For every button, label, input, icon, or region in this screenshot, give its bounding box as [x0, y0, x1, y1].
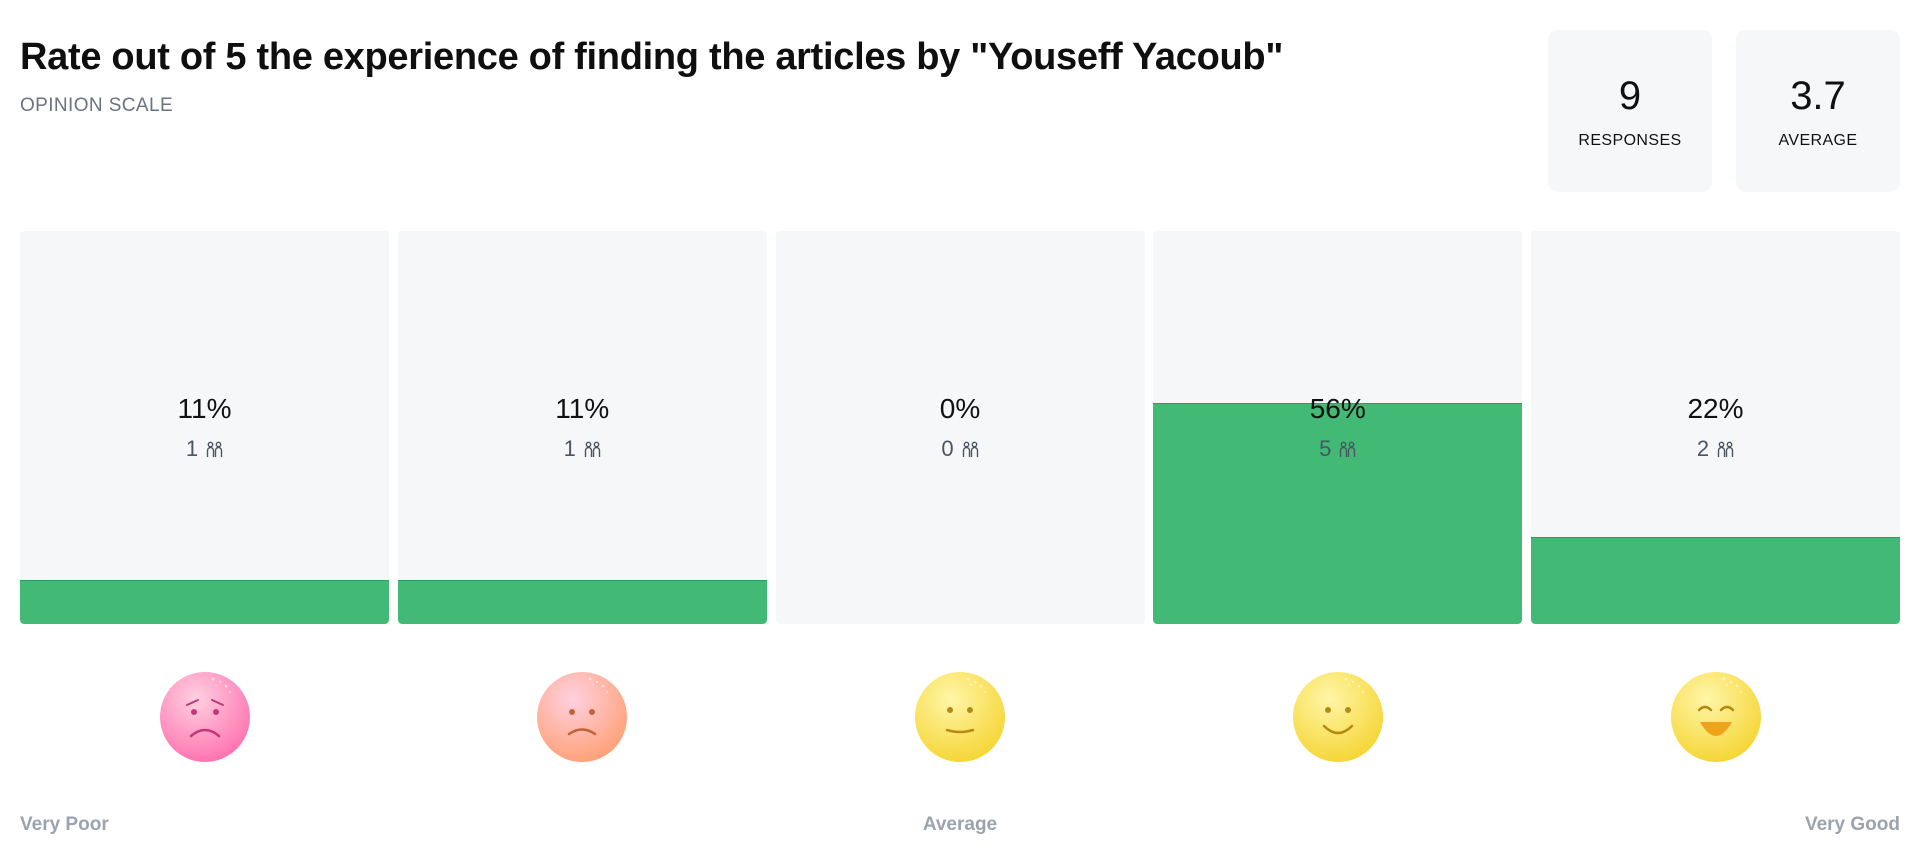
bar-count-value: 1 — [563, 436, 576, 461]
bar-1: 11% 1 — [20, 231, 389, 624]
bar-count-value: 0 — [941, 436, 954, 461]
bar-percentage-label: 11% — [177, 393, 232, 424]
scale-label-average: Average — [922, 814, 998, 835]
average-value: 3.7 — [1790, 74, 1846, 118]
bar-3: 0% 0 — [775, 231, 1145, 624]
responses-card: 9 RESPONSES — [1548, 30, 1712, 192]
bar-fill — [20, 579, 389, 624]
responses-label: RESPONSES — [1578, 132, 1682, 149]
people-icon — [206, 441, 223, 457]
people-icon — [1340, 441, 1356, 457]
bar-fill — [1531, 536, 1900, 624]
bar-fill — [1153, 402, 1523, 624]
bar-count-label: 2 — [1531, 436, 1900, 462]
question-type-label: OPINION SCALE — [20, 95, 174, 116]
average-label: AVERAGE — [1778, 132, 1858, 149]
bar-percentage-label: 22% — [1687, 393, 1744, 424]
average-card: 3.7 AVERAGE — [1736, 30, 1900, 192]
people-icon — [1717, 441, 1734, 457]
bar-percentage-label: 11% — [555, 393, 610, 424]
bar-count-value: 5 — [1319, 436, 1332, 461]
bar-percentage-label: 56% — [1309, 393, 1366, 424]
responses-count: 9 — [1618, 74, 1642, 118]
neutral-face-icon — [915, 672, 1005, 762]
sad-face-icon — [537, 672, 628, 762]
scale-label-very-poor: Very Poor — [20, 814, 109, 835]
bar-count-label: 1 — [20, 436, 389, 462]
very-sad-face-icon — [159, 672, 250, 762]
bar-2: 11% 1 — [397, 231, 767, 624]
people-icon — [584, 441, 601, 457]
smile-face-icon — [1292, 672, 1383, 762]
bar-count-label: 1 — [398, 436, 767, 462]
bar-count-value: 2 — [1696, 436, 1710, 461]
rating-bar-chart: 11% 1 11% 1 0% 0 56% 5 22% 2 — [20, 231, 1900, 624]
bar-5: 22% 2 — [1531, 231, 1900, 624]
bar-count-label: 5 — [1153, 436, 1522, 462]
bar-count-value: 1 — [185, 436, 199, 461]
laughing-face-icon — [1670, 672, 1761, 762]
face-scale — [20, 668, 1900, 768]
bar-percentage-label: 0% — [939, 393, 981, 424]
bar-fill — [397, 579, 767, 624]
people-icon — [962, 441, 978, 457]
question-title: Rate out of 5 the experience of finding … — [20, 36, 1284, 78]
scale-label-very-good: Very Good — [1804, 814, 1900, 835]
bar-count-label: 0 — [776, 436, 1145, 462]
bar-4: 56% 5 — [1153, 231, 1523, 624]
